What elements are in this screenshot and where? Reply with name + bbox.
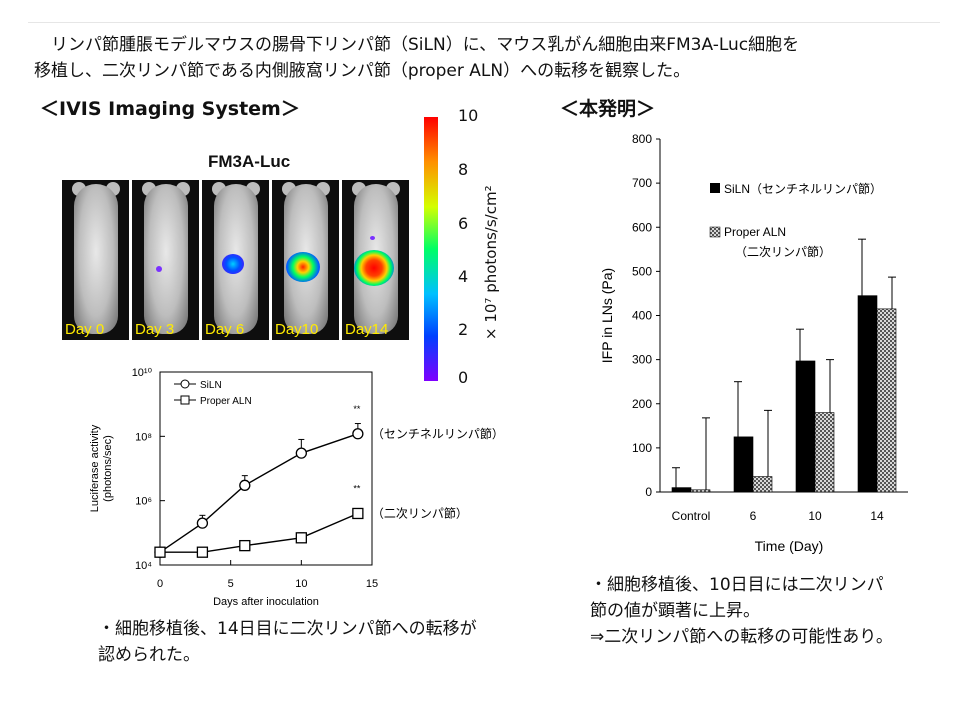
mouse-image-day0: Day 0 bbox=[62, 180, 129, 340]
x-tick-label: 10 bbox=[808, 509, 822, 523]
y-axis-label: Luciferase activity(photons/sec) bbox=[89, 424, 114, 512]
day-label: Day14 bbox=[345, 321, 389, 338]
y-tick-label: 300 bbox=[632, 353, 652, 367]
bar bbox=[814, 412, 835, 493]
data-point bbox=[154, 546, 166, 558]
note-right: ・細胞移植後、10日目には二次リンパ 節の値が顕著に上昇。 ⇒二次リンパ節への転… bbox=[590, 575, 893, 647]
x-axis-label: Time (Day) bbox=[755, 538, 824, 554]
mouse-image-day6: Day 6 bbox=[202, 180, 269, 340]
y-tick-label: 500 bbox=[632, 264, 652, 278]
day-label: Day 0 bbox=[65, 321, 105, 338]
series-annotation: （センチネルリンパ節） bbox=[372, 426, 504, 441]
data-point bbox=[295, 447, 307, 459]
y-tick-label: 200 bbox=[632, 397, 652, 411]
colorbar-tick: 6 bbox=[458, 214, 469, 233]
data-point bbox=[196, 546, 209, 558]
legend-label: SiLN bbox=[200, 380, 222, 391]
mouse-image-day14: Day14 bbox=[342, 180, 409, 340]
x-tick-label: 10 bbox=[295, 578, 307, 590]
data-point bbox=[352, 428, 364, 440]
mouse-image-day3: Day 3 bbox=[132, 180, 199, 340]
ivis-image-strip: Day 0 Day 3 Day 6 Day10 Day14 bbox=[62, 180, 418, 340]
bar bbox=[752, 476, 773, 493]
y-tick-label: 10⁶ bbox=[135, 496, 152, 508]
x-tick-label: 15 bbox=[366, 578, 378, 590]
series-annotation: （二次リンパ節） bbox=[372, 505, 468, 520]
day-label: Day 3 bbox=[135, 321, 175, 338]
y-tick-label: 10¹⁰ bbox=[132, 367, 153, 379]
x-tick-label: 6 bbox=[750, 509, 757, 523]
bar bbox=[733, 436, 754, 493]
significance-mark: ** bbox=[353, 404, 361, 414]
y-tick-label: 10⁴ bbox=[135, 560, 152, 572]
significance-mark: ** bbox=[353, 483, 361, 493]
y-axis-label: IFP in LNs (Pa) bbox=[599, 268, 615, 363]
invention-heading: ＜本発明＞ bbox=[560, 98, 656, 120]
bar bbox=[857, 295, 878, 493]
x-tick-label: 0 bbox=[157, 578, 163, 590]
series-line-1 bbox=[160, 512, 359, 553]
series-line-0 bbox=[159, 433, 359, 553]
ifp-bar-chart: 0 100 200 300 400 500 600 700 800 IFP in LNs (Pa)… bbox=[599, 132, 908, 554]
x-axis-label: Days after inoculation bbox=[213, 596, 319, 608]
day-label: Day 6 bbox=[205, 321, 245, 338]
x-tick-label: 14 bbox=[870, 509, 884, 523]
colorbar-tick: 4 bbox=[458, 267, 469, 286]
data-point bbox=[196, 517, 209, 529]
mouse-image-day10: Day10 bbox=[272, 180, 339, 340]
note-left: ・細胞移植後、14日目に二次リンパ節への転移が 認められた。 bbox=[98, 619, 477, 665]
x-tick-label: Control bbox=[672, 509, 711, 523]
y-tick-label: 700 bbox=[632, 176, 652, 190]
bar bbox=[795, 360, 816, 493]
legend-label: Proper ALN （二次リンパ節） bbox=[724, 225, 831, 259]
luciferase-line-chart: 10⁴ 10⁶ 10⁸ 10¹⁰ 0 5 10 15 Days after inoculatio… bbox=[89, 367, 504, 608]
y-tick-label: 800 bbox=[632, 132, 652, 146]
y-tick-label: 400 bbox=[632, 309, 652, 323]
y-tick-label: 600 bbox=[632, 220, 652, 234]
y-tick-label: 100 bbox=[632, 441, 652, 455]
y-tick-label: 0 bbox=[645, 485, 652, 499]
intro-text: リンパ節腫脹モデルマウスの腸骨下リンパ節（SiLN）に、マウス乳がん細胞由来FM… bbox=[34, 35, 800, 81]
legend-label: SiLN（センチネルリンパ節） bbox=[724, 181, 882, 196]
data-point bbox=[352, 507, 364, 520]
legend-marker bbox=[180, 395, 190, 405]
data-point bbox=[239, 539, 251, 552]
top-divider bbox=[28, 22, 940, 23]
legend-marker bbox=[180, 379, 190, 389]
colorbar-tick: 2 bbox=[458, 320, 469, 339]
x-tick-label: 5 bbox=[228, 578, 234, 590]
legend-swatch bbox=[710, 183, 720, 193]
bar bbox=[876, 308, 897, 493]
day-label: Day10 bbox=[275, 321, 319, 338]
colorbar-tick: 0 bbox=[458, 368, 469, 387]
colorbar-tick: 8 bbox=[458, 160, 469, 179]
legend-label: Proper ALN bbox=[200, 396, 252, 407]
colorbar-unit-label: × 10⁷ photons/s/cm² bbox=[482, 185, 500, 340]
colorbar bbox=[424, 117, 438, 381]
y-tick-label: 10⁸ bbox=[135, 431, 152, 443]
bar bbox=[690, 489, 711, 493]
bar bbox=[671, 487, 692, 493]
cell-line-label: FM3A-Luc bbox=[208, 152, 291, 171]
plot-frame bbox=[159, 371, 373, 566]
colorbar-tick: 10 bbox=[458, 106, 479, 125]
legend-swatch bbox=[709, 226, 721, 238]
data-point bbox=[295, 532, 307, 544]
ivis-heading: ＜IVIS Imaging System＞ bbox=[40, 98, 300, 120]
data-point bbox=[239, 479, 251, 491]
